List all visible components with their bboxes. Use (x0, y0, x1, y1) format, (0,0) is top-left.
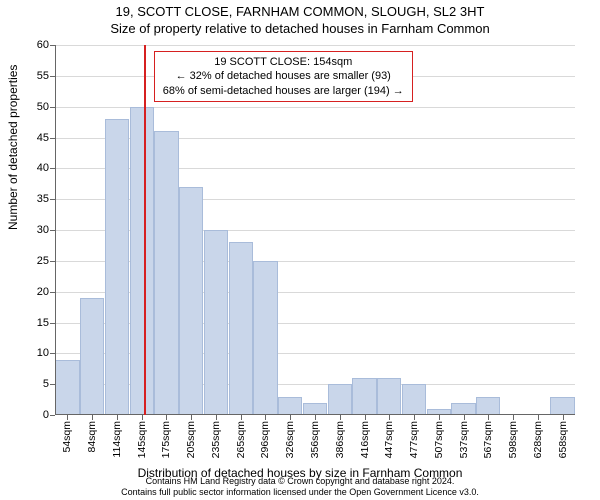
xtick-mark (340, 415, 341, 420)
xtick-mark (439, 415, 440, 420)
xtick-mark (414, 415, 415, 420)
footer: Contains HM Land Registry data © Crown c… (0, 476, 600, 500)
histogram-bar (229, 242, 253, 415)
xtick-mark (265, 415, 266, 420)
xtick-mark (67, 415, 68, 420)
xtick-mark (216, 415, 217, 420)
xtick-mark (513, 415, 514, 420)
xtick-label: 386sqm (334, 421, 346, 458)
annotation-line-1: 19 SCOTT CLOSE: 154sqm (163, 55, 404, 69)
footer-line-2: Contains full public sector information … (0, 487, 600, 498)
xtick-mark (563, 415, 564, 420)
ytick-mark (50, 415, 55, 416)
xtick-mark (464, 415, 465, 420)
xtick-mark (538, 415, 539, 420)
ytick-label: 40 (37, 162, 49, 174)
ytick-label: 25 (37, 255, 49, 267)
histogram-bar (253, 261, 277, 415)
xtick-label: 507sqm (433, 421, 445, 458)
annotation-line-2: ← 32% of detached houses are smaller (93… (163, 69, 404, 83)
y-axis-line (55, 45, 56, 415)
histogram-bar (402, 384, 426, 415)
histogram-bar (130, 107, 154, 415)
property-marker-line (144, 45, 146, 415)
ytick-label: 0 (43, 409, 49, 421)
xtick-mark (315, 415, 316, 420)
xtick-label: 447sqm (383, 421, 395, 458)
xtick-label: 175sqm (160, 421, 172, 458)
xtick-mark (290, 415, 291, 420)
xtick-label: 658sqm (557, 421, 569, 458)
chart-plot-area: 05101520253035404550556054sqm84sqm114sqm… (55, 45, 575, 415)
histogram-bar (154, 131, 178, 415)
histogram-bar (377, 378, 401, 415)
xtick-label: 84sqm (86, 421, 98, 453)
title-line-2: Size of property relative to detached ho… (0, 21, 600, 38)
xtick-label: 235sqm (210, 421, 222, 458)
histogram-bar (476, 397, 500, 416)
xtick-label: 114sqm (111, 421, 123, 458)
xtick-label: 477sqm (408, 421, 420, 458)
xtick-label: 205sqm (185, 421, 197, 458)
histogram-bar (352, 378, 376, 415)
xtick-label: 145sqm (136, 421, 148, 458)
xtick-label: 416sqm (359, 421, 371, 458)
ytick-label: 35 (37, 193, 49, 205)
ytick-label: 50 (37, 101, 49, 113)
xtick-label: 54sqm (61, 421, 73, 453)
histogram-bar (550, 397, 574, 416)
xtick-mark (191, 415, 192, 420)
histogram-bar (179, 187, 203, 415)
xtick-label: 628sqm (532, 421, 544, 458)
ytick-label: 30 (37, 224, 49, 236)
xtick-label: 598sqm (507, 421, 519, 458)
xtick-label: 326sqm (284, 421, 296, 458)
xtick-mark (241, 415, 242, 420)
annotation-box: 19 SCOTT CLOSE: 154sqm← 32% of detached … (154, 51, 413, 102)
ytick-label: 10 (37, 347, 49, 359)
footer-line-1: Contains HM Land Registry data © Crown c… (0, 476, 600, 487)
ytick-label: 60 (37, 39, 49, 51)
title-line-1: 19, SCOTT CLOSE, FARNHAM COMMON, SLOUGH,… (0, 4, 600, 21)
ytick-label: 5 (43, 378, 49, 390)
grid-line (55, 45, 575, 46)
xtick-mark (365, 415, 366, 420)
histogram-bar (204, 230, 228, 415)
xtick-mark (92, 415, 93, 420)
xtick-mark (488, 415, 489, 420)
histogram-bar (55, 360, 79, 416)
ytick-label: 15 (37, 317, 49, 329)
xtick-label: 537sqm (458, 421, 470, 458)
x-axis-line (55, 414, 575, 415)
histogram-bar (105, 119, 129, 415)
xtick-mark (389, 415, 390, 420)
histogram-bar (278, 397, 302, 416)
xtick-mark (166, 415, 167, 420)
title-block: 19, SCOTT CLOSE, FARNHAM COMMON, SLOUGH,… (0, 0, 600, 38)
xtick-mark (117, 415, 118, 420)
y-axis-title: Number of detached properties (6, 65, 20, 230)
histogram-bar (80, 298, 104, 415)
ytick-label: 45 (37, 132, 49, 144)
xtick-label: 296sqm (259, 421, 271, 458)
xtick-label: 265sqm (235, 421, 247, 458)
xtick-mark (142, 415, 143, 420)
ytick-label: 55 (37, 70, 49, 82)
ytick-label: 20 (37, 286, 49, 298)
annotation-line-3: 68% of semi-detached houses are larger (… (163, 84, 404, 98)
xtick-label: 356sqm (309, 421, 321, 458)
xtick-label: 567sqm (482, 421, 494, 458)
histogram-bar (328, 384, 352, 415)
